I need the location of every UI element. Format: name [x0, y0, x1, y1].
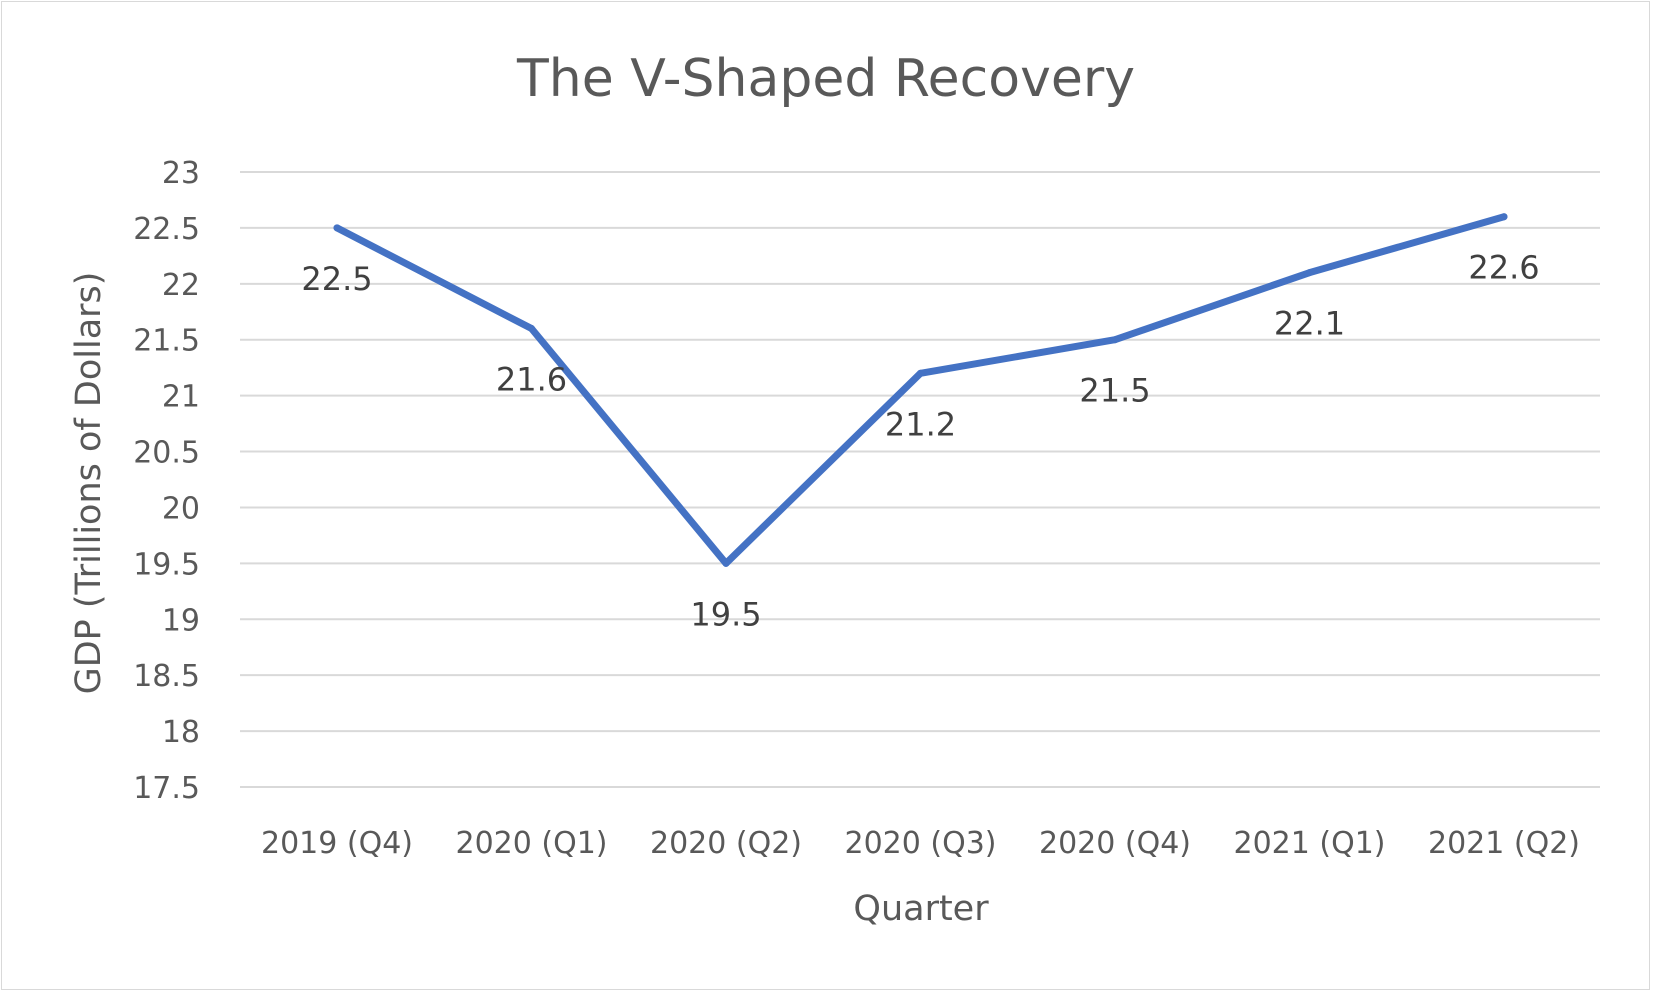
data-label: 19.5 — [690, 595, 761, 633]
y-tick-label: 19 — [162, 603, 200, 638]
data-label: 22.6 — [1468, 249, 1539, 287]
data-label: 22.1 — [1274, 305, 1345, 343]
y-tick-label: 21.5 — [133, 324, 200, 359]
x-axis-title: Quarter — [853, 889, 989, 929]
y-tick-label: 22 — [162, 268, 200, 303]
y-tick-label: 21 — [162, 380, 200, 415]
x-tick-label: 2020 (Q3) — [845, 826, 997, 861]
y-tick-label: 22.5 — [133, 212, 200, 247]
data-label: 21.5 — [1079, 372, 1150, 410]
y-tick-label: 23 — [162, 156, 200, 191]
y-tick-label: 20.5 — [133, 436, 200, 471]
data-point — [333, 224, 341, 232]
y-tick-label: 18 — [162, 715, 200, 750]
gridlines — [240, 171, 1600, 788]
y-tick-label: 18.5 — [133, 659, 200, 694]
data-point — [1500, 213, 1508, 221]
y-tick-label: 19.5 — [133, 547, 200, 582]
data-point — [722, 559, 730, 567]
data-point — [917, 369, 924, 377]
x-tick-label: 2020 (Q1) — [456, 826, 608, 861]
series-layer — [333, 213, 1508, 567]
y-tick-label: 17.5 — [133, 771, 200, 806]
y-axis-ticks: 17.5 18 18.5 19 19.5 20 20.5 21 21.5 22 22.5 23 — [133, 156, 200, 806]
x-tick-label: 2020 (Q4) — [1039, 826, 1191, 861]
x-tick-label: 2021 (Q2) — [1428, 826, 1580, 861]
data-point — [1306, 269, 1313, 277]
x-tick-label: 2019 (Q4) — [261, 826, 413, 861]
data-point — [528, 325, 535, 333]
data-label: 21.2 — [885, 405, 956, 443]
x-tick-label: 2021 (Q1) — [1234, 826, 1386, 861]
data-labels: 22.5 21.6 19.5 21.2 21.5 22.1 22.6 — [301, 249, 1539, 634]
data-label: 21.6 — [496, 361, 567, 399]
chart-title: The V-Shaped Recovery — [516, 49, 1135, 109]
y-axis-title: GDP (Trillions of Dollars) — [69, 272, 109, 695]
y-tick-label: 20 — [162, 491, 200, 526]
x-tick-label: 2020 (Q2) — [650, 826, 802, 861]
data-label: 22.5 — [301, 260, 372, 298]
x-axis-ticks: 2019 (Q4) 2020 (Q1) 2020 (Q2) 2020 (Q3) 2020… — [261, 826, 1580, 861]
data-point — [1111, 336, 1119, 344]
